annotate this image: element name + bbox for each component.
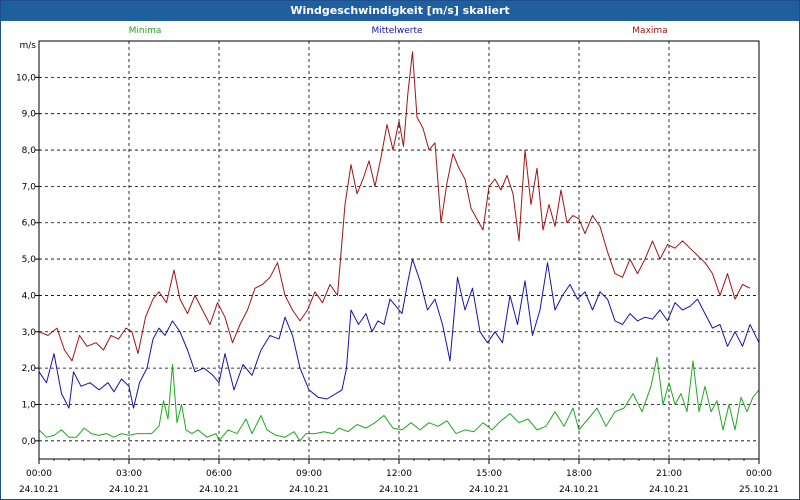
- window-title: Windgeschwindigkeit [m/s] skaliert: [1, 1, 799, 21]
- x-tick-date-label: 24.10.21: [109, 485, 149, 495]
- series-line-mittelwerte: [38, 258, 760, 409]
- y-unit-label: m/s: [20, 41, 37, 51]
- series-line-minima: [38, 356, 760, 442]
- legend-entry-minima: Minima: [129, 26, 162, 36]
- x-tick-date-label: 24.10.21: [469, 485, 509, 495]
- x-tick-date-label: 24.10.21: [289, 485, 329, 495]
- y-tick-label: 4,0: [22, 291, 37, 301]
- x-tick-time-label: 00:00: [26, 469, 52, 479]
- x-tick-date-label: 25.10.21: [739, 485, 779, 495]
- y-tick-label: 1,0: [22, 400, 37, 410]
- x-tick-time-label: 21:00: [656, 469, 682, 479]
- series-line-maxima: [38, 51, 751, 362]
- y-tick-label: 9,0: [22, 110, 37, 120]
- x-tick-date-label: 24.10.21: [379, 485, 419, 495]
- legend: Minima Mittelwerte Maxima: [129, 26, 668, 36]
- legend-entry-maxima: Maxima: [632, 26, 667, 36]
- tick-labels: 0,0 1,0 2,0 3,0 4,0 5,0 6,0 7,0 8,0 9,0 10,0 00:00 2…: [16, 41, 779, 495]
- y-tick-label: 6,0: [22, 219, 37, 229]
- y-tick-label: 7,0: [22, 182, 37, 192]
- y-tick-label: 3,0: [22, 328, 37, 338]
- x-tick-time-label: 09:00: [296, 469, 322, 479]
- x-tick-date-label: 24.10.21: [559, 485, 599, 495]
- grid: [39, 41, 759, 459]
- x-tick-time-label: 15:00: [476, 469, 502, 479]
- y-tick-label: 10,0: [16, 73, 36, 83]
- y-tick-label: 8,0: [22, 146, 37, 156]
- y-tick-label: 0,0: [22, 437, 37, 447]
- x-tick-time-label: 12:00: [386, 469, 412, 479]
- x-tick-date-label: 24.10.21: [199, 485, 239, 495]
- x-tick-date-label: 24.10.21: [19, 485, 59, 495]
- x-tick-time-label: 06:00: [206, 469, 232, 479]
- y-tick-label: 5,0: [22, 255, 37, 265]
- legend-entry-mittelwerte: Mittelwerte: [371, 26, 422, 36]
- y-tick-label: 2,0: [22, 364, 37, 374]
- x-tick-time-label: 03:00: [116, 469, 142, 479]
- x-tick-date-label: 24.10.21: [649, 485, 689, 495]
- x-tick-time-label: 18:00: [566, 469, 592, 479]
- plot-frame: [38, 40, 760, 460]
- axes: [35, 40, 760, 464]
- series-lines: [38, 51, 760, 442]
- x-tick-time-label: 00:00: [746, 469, 772, 479]
